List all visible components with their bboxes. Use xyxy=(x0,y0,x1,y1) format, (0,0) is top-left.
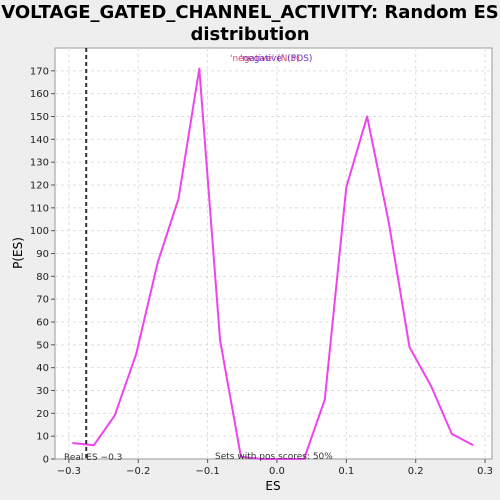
x-tick-label: 0.0 xyxy=(269,466,285,477)
y-tick-label: 10 xyxy=(36,432,49,443)
y-tick-label: 150 xyxy=(30,112,49,123)
x-tick-label: 0.1 xyxy=(338,466,354,477)
y-tick-label: 20 xyxy=(36,409,49,420)
real-es-label: Real ES −0.3 xyxy=(64,453,122,463)
x-axis-label: ES xyxy=(265,479,280,493)
y-tick-label: 100 xyxy=(30,226,49,237)
x-tick-label: −0.2 xyxy=(126,466,150,477)
legend-entry-b: 'negative' (POS) xyxy=(240,54,312,64)
grid xyxy=(55,48,492,459)
axis-ticks: 0 10 20 30 40 50 60 70 80 90 100 110 120 130 140 150 160… xyxy=(30,66,493,477)
x-tick-label: 0.2 xyxy=(408,466,424,477)
legend-entry-a: 'negative' (N:5) xyxy=(230,54,300,64)
x-tick-label: −0.3 xyxy=(57,466,81,477)
pos-scores-label: Sets with pos scores: 50% xyxy=(215,452,333,462)
y-tick-label: 160 xyxy=(30,89,49,100)
y-tick-label: 90 xyxy=(36,249,49,260)
y-tick-label: 140 xyxy=(30,135,49,146)
y-tick-label: 80 xyxy=(36,272,49,283)
y-tick-label: 60 xyxy=(36,318,49,329)
series-layer xyxy=(72,67,474,460)
y-tick-label: 120 xyxy=(30,181,49,192)
y-tick-label: 70 xyxy=(36,295,49,306)
chart-title: VOLTAGE_GATED_CHANNEL_ACTIVITY: Random E… xyxy=(1,2,499,45)
y-tick-label: 170 xyxy=(30,66,49,77)
y-tick-label: 50 xyxy=(36,340,49,351)
y-tick-label: 110 xyxy=(30,203,49,214)
series-line xyxy=(72,67,474,460)
y-tick-label: 40 xyxy=(36,363,49,374)
x-tick-label: −0.1 xyxy=(195,466,219,477)
y-tick-label: 30 xyxy=(36,386,49,397)
y-tick-label: 130 xyxy=(30,158,49,169)
x-tick-label: 0.3 xyxy=(477,466,493,477)
y-axis-label: P(ES) xyxy=(11,237,25,269)
y-tick-label: 0 xyxy=(43,455,49,466)
